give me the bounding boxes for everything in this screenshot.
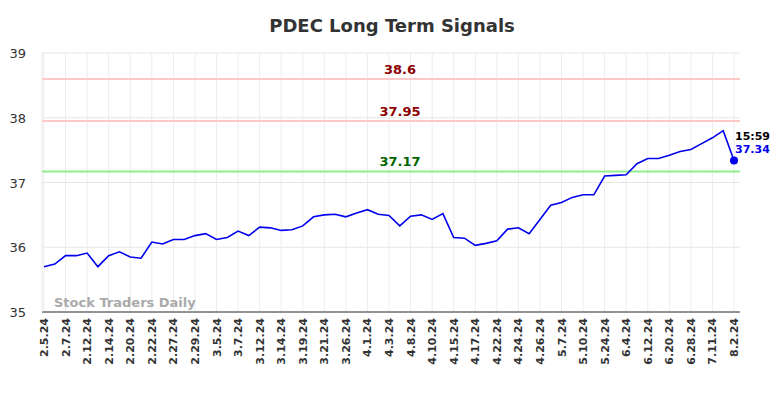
y-grid (42, 312, 740, 313)
x-tick-label: 2.27.24 (167, 318, 180, 365)
x-grid (302, 53, 303, 312)
plot-area (42, 79, 740, 267)
x-tick-label: 4.3.24 (383, 318, 396, 357)
x-tick-label: 3.7.24 (232, 318, 245, 357)
price-line (44, 131, 734, 267)
x-grid (259, 53, 260, 312)
signal-label: 37.95 (379, 104, 420, 119)
x-grid (345, 53, 346, 312)
x-grid (734, 53, 735, 312)
x-grid (626, 53, 627, 312)
x-grid (475, 53, 476, 312)
x-grid (669, 53, 670, 312)
x-tick-label: 4.22.24 (491, 318, 504, 365)
x-tick-label: 3.21.24 (318, 318, 331, 365)
signal-line (42, 120, 740, 122)
x-tick-label: 4.26.24 (534, 318, 547, 365)
x-tick-label: 3.12.24 (254, 318, 267, 365)
x-tick-label: 6.12.24 (642, 318, 655, 365)
x-tick-label: 2.7.24 (60, 318, 73, 357)
title: PDEC Long Term Signals (269, 15, 515, 36)
signal-line (42, 170, 740, 172)
x-tick-label: 5.24.24 (599, 318, 612, 365)
x-grid (432, 53, 433, 312)
x-grid (496, 53, 497, 312)
chart: PDEC Long Term Signals 35 36 37 38 39 2.5.24 2.… (0, 0, 784, 398)
x-tick-label: 3.5.24 (211, 318, 224, 357)
x-tick-label: 3.14.24 (275, 318, 288, 365)
x-tick-label: 5.10.24 (577, 318, 590, 365)
signal-label: 38.6 (384, 62, 416, 77)
y-tick-label: 38 (9, 111, 26, 126)
x-grid (690, 53, 691, 312)
x-grid (604, 53, 605, 312)
x-axis (42, 312, 740, 313)
y-grid (42, 53, 740, 54)
x-grid (539, 53, 540, 312)
x-tick-label: 3.19.24 (297, 318, 310, 365)
x-tick-label: 2.22.24 (146, 318, 159, 365)
x-tick-label: 4.1.24 (361, 318, 374, 357)
background (0, 0, 784, 398)
x-tick-label: 2.20.24 (124, 318, 137, 365)
x-grid (518, 53, 519, 312)
x-grid (453, 53, 454, 312)
x-tick-label: 2.12.24 (81, 318, 94, 365)
last-point (730, 156, 738, 164)
x-tick-label: 4.17.24 (469, 318, 482, 365)
last-value: 37.34 (735, 143, 770, 156)
x-tick-label: 5.7.24 (556, 318, 569, 357)
x-grid (108, 53, 109, 312)
x-tick-label: 4.15.24 (448, 318, 461, 365)
y-tick-label: 36 (9, 240, 26, 255)
x-tick-label: 6.20.24 (663, 318, 676, 365)
x-grid (65, 53, 66, 312)
x-grid (87, 53, 88, 312)
x-grid (216, 53, 217, 312)
signal-label: 37.17 (379, 154, 420, 169)
signal-line (42, 78, 740, 80)
x-grid (151, 53, 152, 312)
x-grid (44, 53, 45, 312)
x-grid (410, 53, 411, 312)
x-tick-label: 4.10.24 (426, 318, 439, 365)
x-tick-label: 2.29.24 (189, 318, 202, 365)
y-tick-label: 37 (9, 176, 26, 191)
x-grid (173, 53, 174, 312)
x-tick-label: 7.11.24 (706, 318, 719, 365)
x-grid (281, 53, 282, 312)
x-grid (647, 53, 648, 312)
x-tick-label: 6.4.24 (620, 318, 633, 357)
x-grid (712, 53, 713, 312)
x-grid (130, 53, 131, 312)
x-tick-label: 6.28.24 (685, 318, 698, 365)
y-grid (42, 247, 740, 248)
x-grid (238, 53, 239, 312)
y-tick-label: 35 (9, 305, 26, 320)
x-tick-label: 4.24.24 (512, 318, 525, 365)
y-grid (42, 182, 740, 183)
x-tick-label: 3.26.24 (340, 318, 353, 365)
last-time: 15:59 (735, 130, 770, 143)
x-grid (389, 53, 390, 312)
x-grid (561, 53, 562, 312)
x-tick-label: 2.5.24 (38, 318, 51, 357)
x-tick-label: 4.8.24 (405, 318, 418, 357)
x-grid (194, 53, 195, 312)
x-grid (583, 53, 584, 312)
watermark: Stock Traders Daily (54, 295, 196, 310)
x-grid (324, 53, 325, 312)
y-tick-label: 39 (9, 46, 26, 61)
y-axis (42, 53, 43, 312)
x-tick-label: 2.14.24 (103, 318, 116, 365)
x-grid (367, 53, 368, 312)
x-tick-label: 8.2.24 (728, 318, 741, 357)
